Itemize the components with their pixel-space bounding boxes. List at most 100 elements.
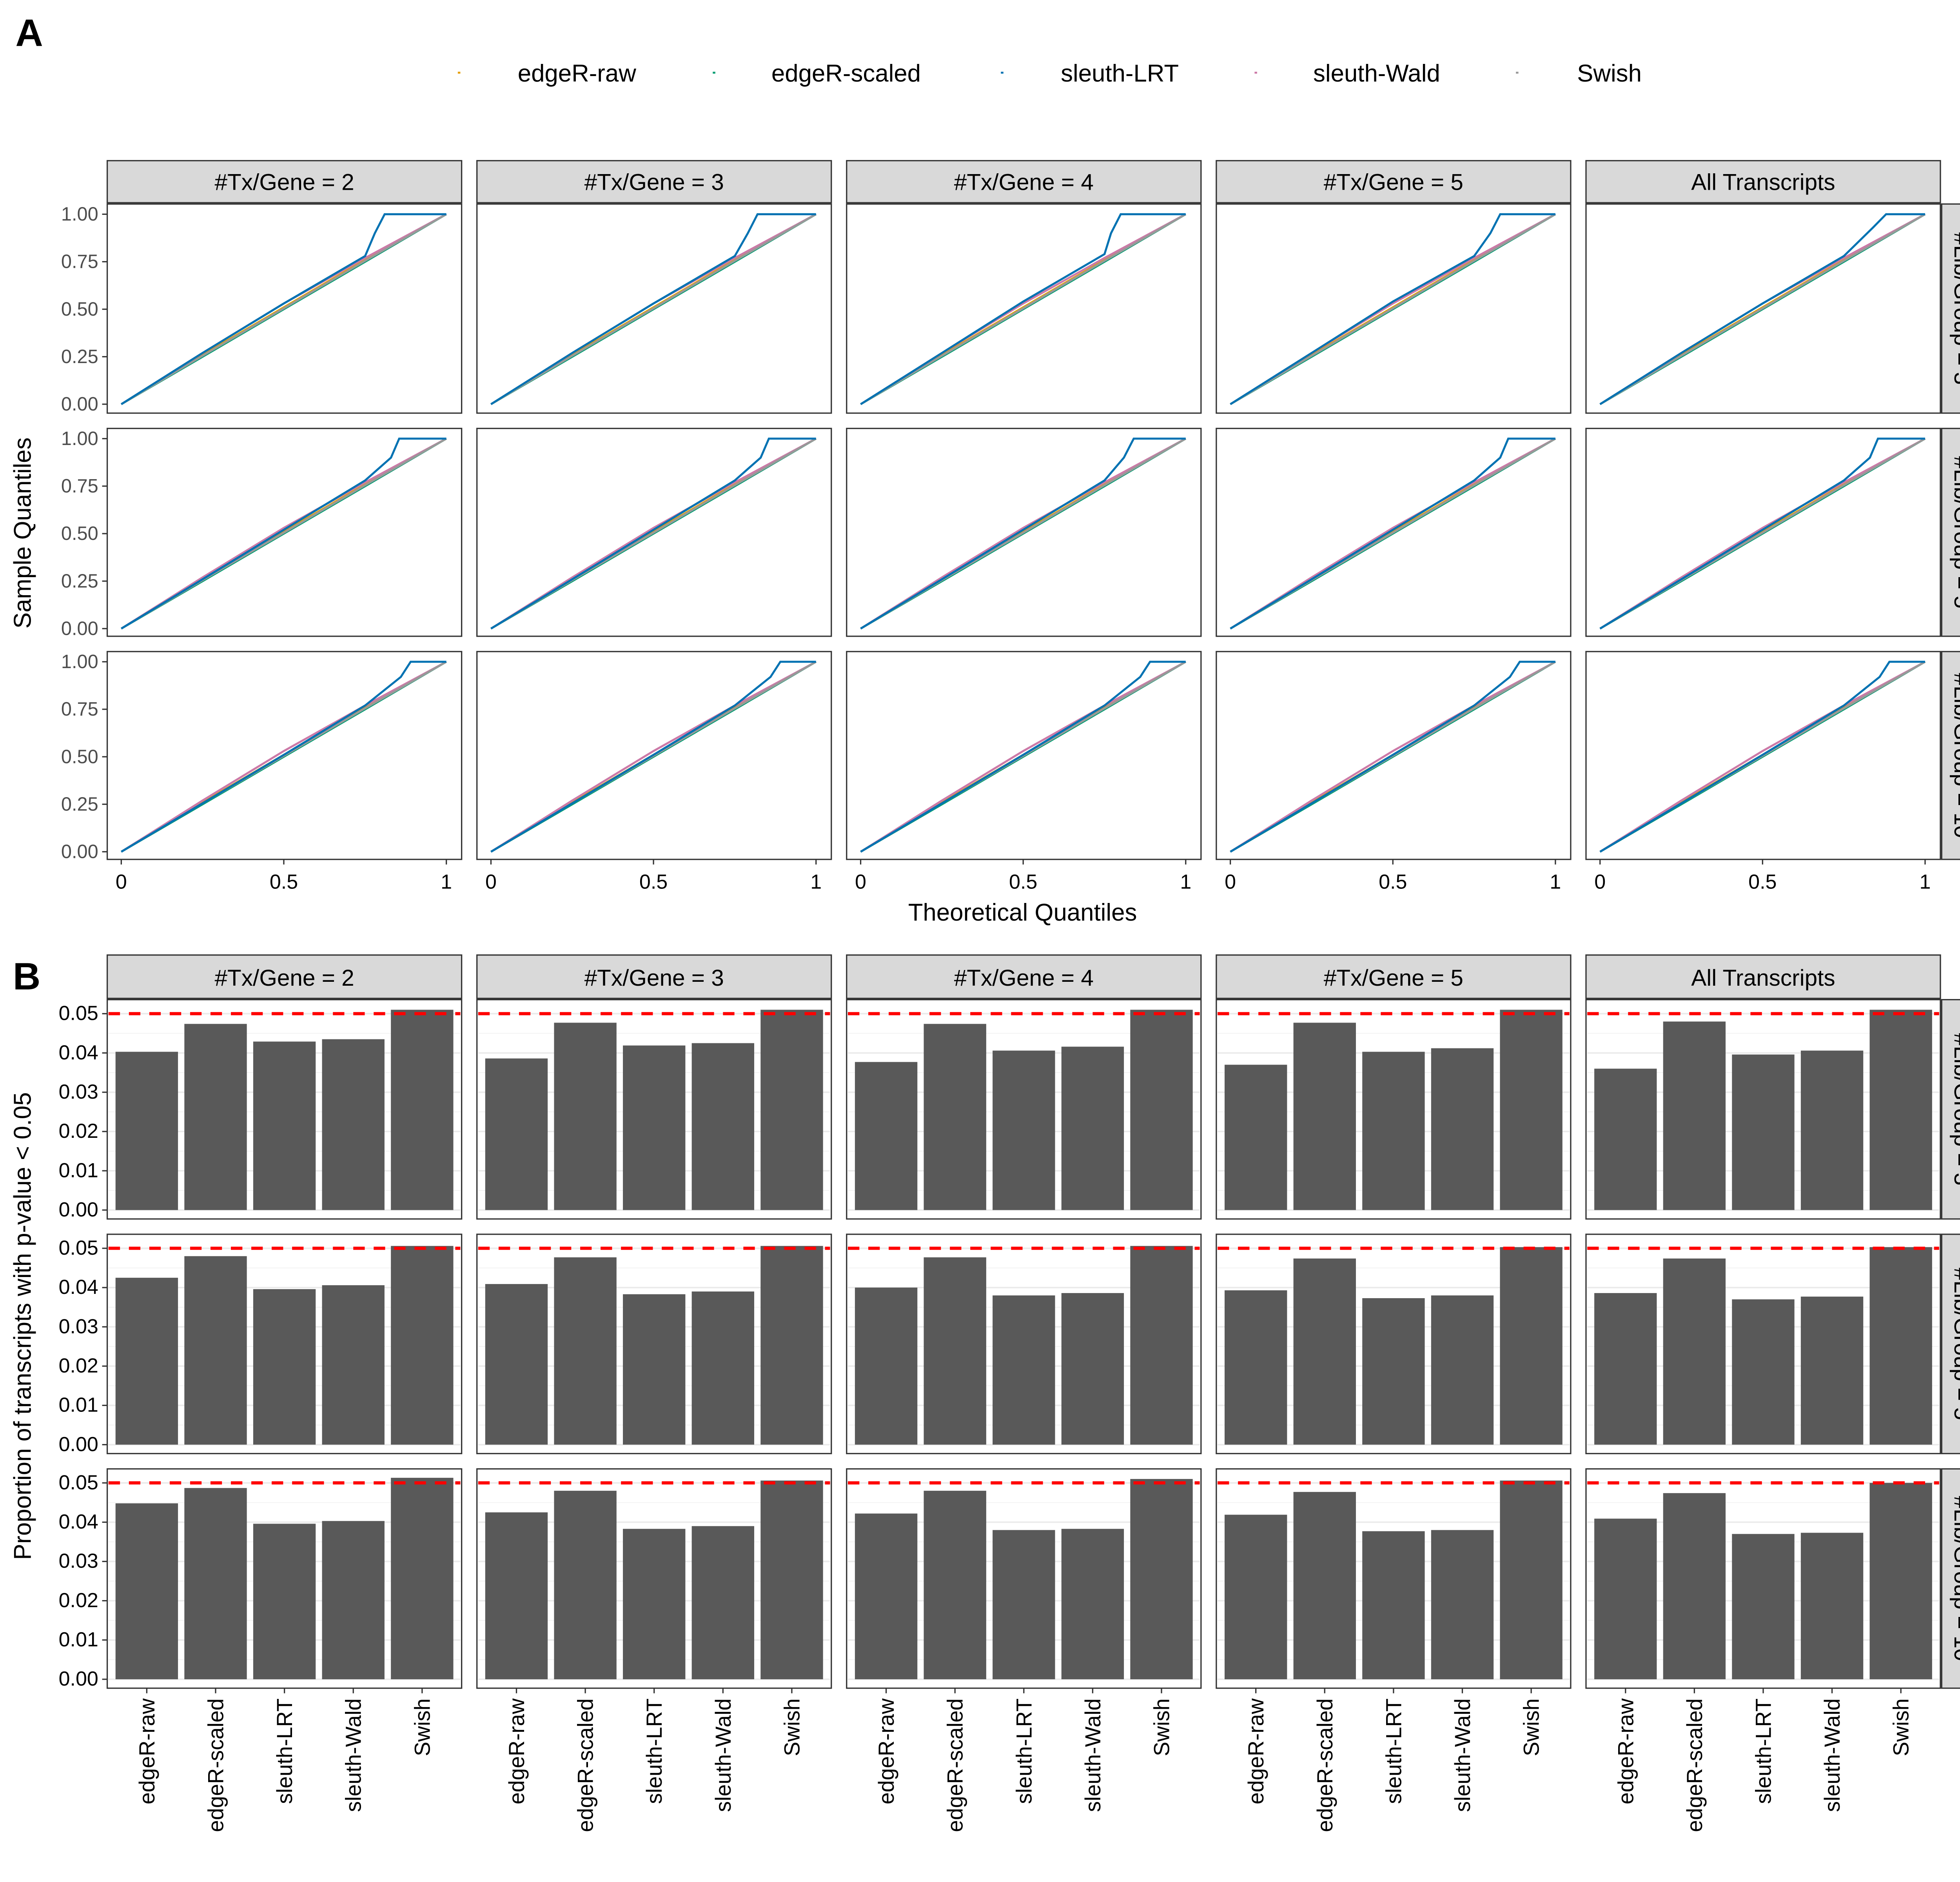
bar-sleuth-LRT bbox=[1732, 1534, 1795, 1679]
y-tick-label: 1.00 bbox=[61, 204, 98, 225]
bar-edgeR-scaled bbox=[1663, 1258, 1726, 1445]
bar-edgeR-raw bbox=[115, 1503, 178, 1679]
x-tick-label: sleuth-Wald bbox=[1820, 1699, 1844, 1812]
bar-edgeR-raw bbox=[1224, 1065, 1287, 1210]
y-tick-label: 0.02 bbox=[59, 1354, 98, 1377]
facet-strip-row bbox=[1941, 1233, 1960, 1454]
qq-line-sleuth-LRT bbox=[1599, 213, 1925, 405]
x-tick-label: 0 bbox=[116, 871, 127, 894]
qq-line-sleuth-LRT bbox=[1599, 438, 1925, 630]
legend: edgeR-raw edgeR-scaled sleuth-LRT sleuth-Wa… bbox=[457, 60, 1642, 87]
bar-sleuth-Wald bbox=[1061, 1046, 1124, 1210]
legend-label: edgeR-raw bbox=[518, 60, 636, 87]
x-tick-label: 1 bbox=[810, 871, 822, 894]
y-tick-label: 1.00 bbox=[61, 428, 98, 449]
qq-line-sleuth-Wald bbox=[1230, 438, 1556, 630]
bar-edgeR-raw bbox=[855, 1062, 918, 1210]
bar-sleuth-Wald bbox=[691, 1526, 754, 1679]
facet-strip-col bbox=[476, 954, 832, 999]
bar-panel bbox=[476, 999, 832, 1220]
facet-strip-col bbox=[476, 160, 832, 203]
facet-label-row: #Lib/Group = 5 bbox=[1949, 1268, 1960, 1420]
facet-strip-row bbox=[1941, 203, 1960, 414]
panel-label-b: B bbox=[13, 955, 40, 998]
x-tick-label: 0 bbox=[1225, 871, 1236, 894]
facet-label-col: #Tx/Gene = 5 bbox=[1324, 965, 1463, 991]
bar-sleuth-Wald bbox=[322, 1521, 385, 1679]
qq-line-sleuth-Wald bbox=[1230, 661, 1556, 853]
facet-label-row: #Lib/Group = 5 bbox=[1949, 456, 1960, 609]
x-tick-label: 0.5 bbox=[270, 871, 298, 894]
bar-panel bbox=[846, 1233, 1202, 1454]
x-tick-label: sleuth-LRT bbox=[272, 1699, 297, 1804]
x-tick-label: edgeR-raw bbox=[874, 1698, 898, 1804]
bar-Swish bbox=[391, 1478, 454, 1679]
qq-line-sleuth-Wald bbox=[860, 438, 1187, 630]
bar-edgeR-raw bbox=[485, 1284, 548, 1445]
x-tick-label: 0.5 bbox=[1379, 871, 1407, 894]
y-tick-label: 0.00 bbox=[61, 394, 98, 415]
bar-sleuth-LRT bbox=[253, 1524, 316, 1679]
bar-edgeR-scaled bbox=[924, 1257, 986, 1445]
bar-sleuth-Wald bbox=[322, 1039, 385, 1210]
x-tick-label: sleuth-LRT bbox=[1751, 1699, 1775, 1804]
y-tick-label: 0.00 bbox=[61, 618, 98, 639]
x-tick-label: 0 bbox=[855, 871, 866, 894]
qq-panel bbox=[846, 428, 1202, 637]
qq-line-sleuth-Wald bbox=[860, 661, 1187, 853]
qq-line-sleuth-LRT bbox=[120, 213, 446, 405]
x-axis-title-a: Theoretical Quantiles bbox=[908, 899, 1137, 926]
qq-line-sleuth-LRT bbox=[860, 213, 1186, 405]
bar-edgeR-scaled bbox=[1293, 1492, 1356, 1679]
bar-sleuth-Wald bbox=[1800, 1533, 1864, 1679]
y-tick-label: 0.75 bbox=[61, 699, 98, 720]
bar-panel bbox=[846, 1468, 1202, 1689]
facet-label-row: #Lib/Group = 10 bbox=[1949, 673, 1960, 838]
y-tick-label: 0.04 bbox=[59, 1511, 98, 1533]
qq-panel bbox=[1216, 428, 1572, 637]
bar-Swish bbox=[760, 1246, 823, 1445]
bar-Swish bbox=[1130, 1010, 1193, 1210]
bar-Swish bbox=[1130, 1246, 1193, 1445]
bar-sleuth-LRT bbox=[253, 1041, 316, 1210]
y-tick-label: 0.25 bbox=[61, 794, 98, 815]
bar-sleuth-LRT bbox=[1362, 1298, 1425, 1445]
qq-panel bbox=[1585, 651, 1941, 860]
facet-strip-col bbox=[846, 160, 1202, 203]
x-tick-label: 1 bbox=[1550, 871, 1561, 894]
x-tick-label: 1 bbox=[441, 871, 452, 894]
bar-sleuth-LRT bbox=[623, 1294, 686, 1445]
bar-panel bbox=[1216, 1233, 1572, 1454]
bar-panel bbox=[476, 1468, 832, 1689]
bar-edgeR-scaled bbox=[554, 1491, 617, 1679]
legend-label: Swish bbox=[1577, 60, 1642, 87]
x-tick-label: edgeR-raw bbox=[505, 1698, 529, 1804]
bar-edgeR-raw bbox=[1224, 1515, 1287, 1679]
y-tick-label: 0.25 bbox=[61, 570, 98, 592]
bar-panel bbox=[1585, 1233, 1941, 1454]
facet-strip-row bbox=[1941, 1468, 1960, 1689]
bar-panel bbox=[1585, 999, 1941, 1220]
bar-Swish bbox=[760, 1010, 823, 1210]
qq-panel bbox=[1585, 203, 1941, 414]
bar-sleuth-LRT bbox=[253, 1289, 316, 1445]
x-tick-label: 0.5 bbox=[1009, 871, 1037, 894]
bar-sleuth-Wald bbox=[691, 1043, 754, 1210]
bar-edgeR-raw bbox=[855, 1513, 918, 1679]
qq-panel bbox=[476, 651, 832, 860]
bar-edgeR-scaled bbox=[554, 1023, 617, 1210]
bar-sleuth-Wald bbox=[1800, 1296, 1864, 1445]
qq-line-sleuth-LRT bbox=[1230, 213, 1555, 405]
qq-panel bbox=[1216, 651, 1572, 860]
y-axis-title-b: Proportion of transcripts with p-value <… bbox=[9, 1092, 36, 1560]
qq-line-sleuth-LRT bbox=[490, 661, 816, 853]
y-axis-title-a: Sample Quantiles bbox=[9, 438, 36, 629]
x-tick-label: edgeR-scaled bbox=[204, 1699, 228, 1832]
qq-line-Swish bbox=[490, 213, 817, 405]
bar-edgeR-scaled bbox=[1293, 1258, 1356, 1445]
x-tick-label: edgeR-scaled bbox=[1313, 1699, 1337, 1832]
facet-label-col: #Tx/Gene = 4 bbox=[954, 170, 1094, 195]
bar-edgeR-raw bbox=[115, 1052, 178, 1210]
qq-panel bbox=[476, 428, 832, 637]
qq-line-sleuth-Wald bbox=[120, 661, 447, 853]
